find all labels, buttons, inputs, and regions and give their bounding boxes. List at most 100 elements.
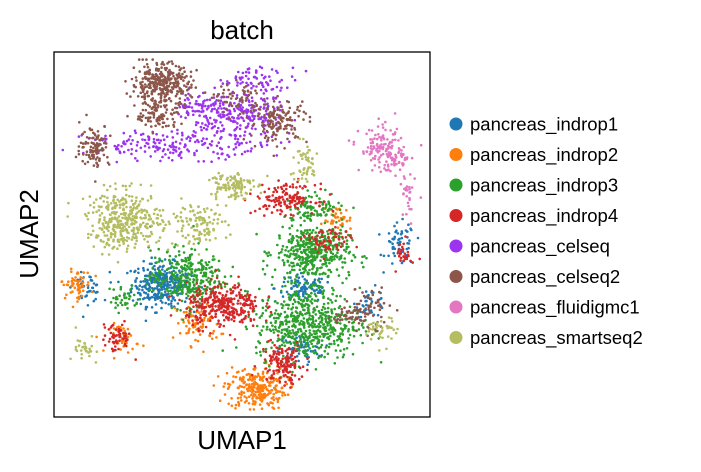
data-point xyxy=(211,332,215,335)
data-point xyxy=(160,292,163,295)
data-point xyxy=(176,260,179,264)
data-point xyxy=(282,261,286,265)
data-point xyxy=(202,100,205,103)
data-point xyxy=(159,83,162,86)
data-point xyxy=(274,388,278,392)
data-point xyxy=(252,117,256,121)
data-point xyxy=(149,120,152,123)
data-point xyxy=(244,74,248,78)
data-point xyxy=(269,356,273,360)
data-point xyxy=(369,144,373,148)
data-point xyxy=(134,85,137,89)
data-point xyxy=(198,333,202,336)
data-point xyxy=(96,156,99,159)
data-point xyxy=(324,272,327,276)
data-point xyxy=(76,288,80,292)
data-point xyxy=(197,306,201,309)
data-point xyxy=(138,117,141,121)
data-point xyxy=(401,217,404,221)
data-point xyxy=(316,342,319,345)
data-point xyxy=(189,295,193,299)
data-point xyxy=(272,154,276,158)
data-point xyxy=(326,246,330,250)
data-point xyxy=(326,220,329,223)
data-point xyxy=(188,312,192,315)
data-point xyxy=(260,66,264,70)
data-point xyxy=(159,105,163,108)
data-point xyxy=(265,378,269,381)
data-point xyxy=(361,291,364,294)
data-point xyxy=(164,111,168,114)
data-point xyxy=(265,302,269,305)
data-point xyxy=(238,112,242,116)
data-point xyxy=(305,256,308,260)
data-point xyxy=(320,233,324,236)
data-point xyxy=(272,190,275,194)
data-point xyxy=(309,340,312,343)
data-point xyxy=(185,307,188,310)
data-point xyxy=(154,109,158,113)
data-point xyxy=(284,380,287,384)
data-point xyxy=(340,310,344,314)
data-point xyxy=(264,394,267,398)
data-point xyxy=(334,212,338,215)
data-point xyxy=(305,242,309,245)
data-point xyxy=(269,401,273,405)
data-point xyxy=(98,142,101,146)
data-point xyxy=(202,288,206,291)
data-point xyxy=(303,278,307,281)
data-point xyxy=(328,193,332,196)
data-point xyxy=(272,369,275,373)
data-point xyxy=(162,78,165,81)
data-point xyxy=(173,298,177,302)
data-point xyxy=(393,254,397,258)
data-point xyxy=(318,200,321,204)
data-point xyxy=(217,114,220,117)
data-point xyxy=(331,209,335,213)
data-point xyxy=(172,148,175,151)
data-point xyxy=(401,250,405,253)
data-point xyxy=(123,142,126,146)
data-point xyxy=(147,135,151,139)
data-point xyxy=(268,122,272,126)
data-point xyxy=(316,284,319,288)
data-point xyxy=(315,240,318,243)
data-point xyxy=(346,317,349,321)
data-point xyxy=(212,286,216,289)
data-point xyxy=(218,308,221,311)
data-point xyxy=(128,294,131,298)
data-point xyxy=(139,91,143,95)
data-point xyxy=(78,283,81,287)
data-point xyxy=(185,324,188,328)
data-point xyxy=(266,102,269,106)
data-point xyxy=(309,248,313,251)
data-point xyxy=(302,299,306,303)
data-point xyxy=(169,314,173,317)
data-point xyxy=(275,133,278,137)
data-point xyxy=(234,403,238,407)
data-point xyxy=(226,80,229,83)
data-point xyxy=(319,355,323,358)
data-point xyxy=(164,153,167,156)
data-point xyxy=(322,302,326,306)
data-point xyxy=(217,280,221,283)
data-point xyxy=(337,234,341,238)
data-point xyxy=(172,145,175,149)
data-point xyxy=(313,332,316,335)
data-point xyxy=(399,259,402,262)
data-point xyxy=(287,250,290,253)
data-point xyxy=(244,70,248,74)
data-point xyxy=(185,292,188,296)
data-point xyxy=(210,122,214,126)
data-point xyxy=(214,315,217,319)
data-point xyxy=(66,283,70,287)
data-point xyxy=(241,71,245,75)
data-point xyxy=(235,126,239,129)
data-point xyxy=(81,142,85,145)
data-point xyxy=(332,339,336,343)
data-point xyxy=(143,238,146,241)
data-point xyxy=(210,265,213,269)
data-point xyxy=(123,329,127,333)
data-point xyxy=(347,320,351,324)
data-point xyxy=(247,77,250,81)
